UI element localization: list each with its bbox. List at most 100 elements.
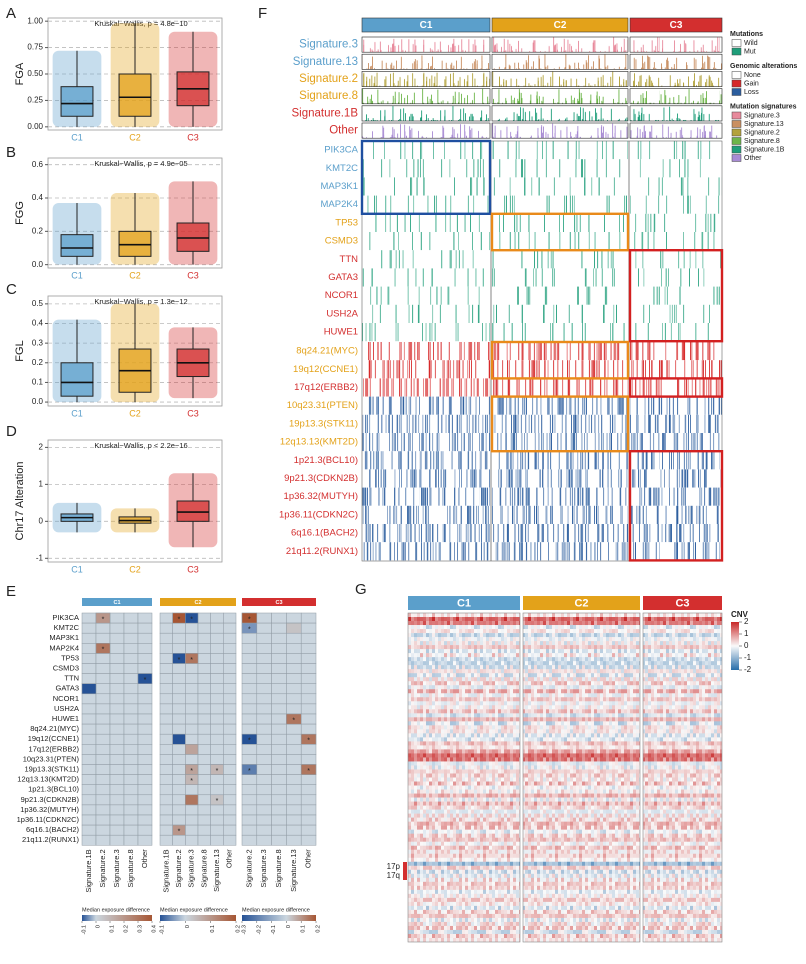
cell-background: [172, 713, 186, 725]
cell-background: [241, 754, 258, 765]
cell-background: [95, 824, 111, 836]
y-tick-label: 0.25: [27, 96, 43, 105]
highlight-box: [490, 212, 630, 252]
panel-letter: E: [6, 583, 16, 600]
cell-background: [172, 784, 186, 796]
cell-background: [256, 824, 272, 836]
cell-background: [81, 723, 97, 735]
cell-background: [95, 754, 111, 765]
cell-background: [109, 814, 125, 826]
cell-background: [271, 643, 287, 654]
mutation-track: [362, 195, 490, 214]
cnv-track: [630, 433, 722, 452]
cell-background: [185, 733, 199, 745]
cell-background: [271, 794, 287, 806]
cell-background: [137, 723, 153, 735]
cell-background: [109, 683, 125, 695]
cell-background: [137, 622, 153, 634]
cell-background: [256, 683, 272, 695]
cell-background: [286, 824, 302, 836]
column-label: Signature.2: [98, 849, 107, 887]
cell-background: [256, 693, 272, 705]
row-label: 19q12(CCNE1): [28, 734, 80, 743]
box: [176, 222, 210, 252]
cell-background: [81, 744, 97, 755]
cell-background: [300, 653, 317, 664]
cell-background: [300, 673, 317, 684]
signature-track: [491, 105, 629, 122]
cell-background: [137, 632, 153, 644]
column-label: Signature.8: [126, 849, 135, 887]
signature-track: [629, 88, 723, 105]
cnv-track: [362, 360, 490, 379]
legend-tick-label: 0.1: [301, 925, 307, 933]
cell-background: [81, 754, 97, 765]
cell-background: [300, 663, 317, 674]
cell-background: [210, 663, 224, 674]
significance-mark: *: [178, 616, 181, 623]
cell-background: [159, 703, 173, 715]
cnv-track: [492, 524, 628, 543]
row-label: MAP3K1: [321, 181, 359, 192]
cell-background: [286, 784, 302, 796]
cell-background: [172, 693, 186, 705]
cell-background: [300, 814, 317, 826]
x-tick-label: C2: [129, 132, 141, 142]
y-tick-label: 0.4: [32, 319, 44, 328]
cell-background: [300, 834, 317, 846]
cnv-track: [492, 378, 628, 397]
legend-title: CNV: [731, 610, 749, 619]
legend-label: Signature.13: [744, 121, 784, 128]
cell: [185, 612, 199, 624]
cell-background: [241, 643, 258, 654]
panel-letter: F: [258, 5, 267, 22]
mutation-track: [362, 232, 490, 251]
highlight-box: [628, 248, 724, 343]
cell-background: [256, 622, 272, 634]
x-tick-label: C1: [71, 132, 83, 142]
group-header: [160, 598, 236, 606]
cell-background: [256, 643, 272, 654]
cell-background: [241, 632, 258, 644]
cell-background: [185, 824, 199, 836]
cell: [300, 733, 317, 745]
cell-background: [197, 794, 211, 806]
cell-background: [81, 643, 97, 654]
significance-mark: *: [190, 657, 193, 664]
cell-background: [286, 703, 302, 715]
legend-gradient: [160, 915, 236, 921]
legend-gradient: [731, 622, 739, 670]
cell-background: [95, 744, 111, 755]
mutation-track: [630, 250, 722, 269]
cell-background: [185, 713, 199, 725]
cell-background: [256, 764, 272, 775]
cnv-track: [362, 414, 490, 433]
cell-background: [95, 764, 111, 775]
cell-background: [81, 673, 97, 684]
cnv-track: [630, 378, 722, 397]
column-label: Other: [304, 849, 313, 868]
cell-background: [185, 784, 199, 796]
mutation-track: [492, 232, 628, 251]
cell-background: [300, 612, 317, 624]
box: [60, 362, 94, 397]
cell-background: [159, 643, 173, 654]
mutation-track: [630, 195, 722, 214]
row-label: HUWE1: [324, 327, 358, 338]
legend-title: Genomic alterations: [730, 63, 797, 70]
cell-background: [123, 834, 139, 846]
cell-background: [137, 824, 153, 836]
cell: [81, 683, 97, 695]
cell-background: [81, 703, 97, 715]
row-label: 9p21.3(CDKN2B): [284, 473, 358, 484]
cell-background: [271, 764, 287, 775]
cell-background: [210, 754, 224, 765]
cell-background: [210, 612, 224, 624]
row-label: 21q11.2(RUNX1): [22, 835, 79, 844]
cell-background: [185, 693, 199, 705]
cell-background: [197, 824, 211, 836]
cnv-track: [630, 360, 722, 379]
cell-background: [123, 653, 139, 664]
cell-background: [81, 834, 97, 846]
row-label: Signature.3: [299, 39, 358, 51]
